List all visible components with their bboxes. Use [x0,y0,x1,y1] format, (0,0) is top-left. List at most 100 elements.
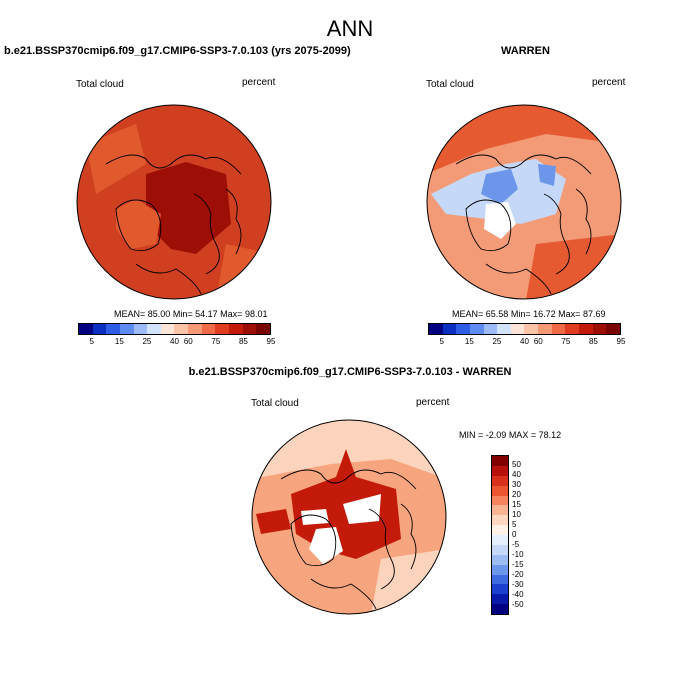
right-colorbar-tick-label: 85 [588,337,598,346]
left-max-value: 98.01 [244,309,268,319]
left-colorbar-swatch [188,324,202,334]
diff-colorbar-tick-label: -30 [512,580,524,589]
right-colorbar-swatch [429,324,443,334]
right-colorbar-swatch [497,324,511,334]
right-colorbar-swatch [592,324,607,334]
diff-colorbar-tick-label: -5 [512,540,520,549]
diff-colorbar-swatch [492,475,508,486]
left-colorbar-swatch [256,324,270,334]
right-colorbar-swatch [565,324,580,334]
right-map-region-blue2 [538,164,556,186]
left-mean-value: 85.00 [147,309,171,319]
diff-colorbar-swatch [492,604,508,614]
left-colorbar-swatch [174,324,189,334]
diff-colorbar-tick-label: -15 [512,560,524,569]
left-panel-title: b.e21.BSSP370cmip6.f09_g17.CMIP6-SSP3-7.… [4,45,351,57]
diff-min-value: -2.09 [485,430,507,440]
right-colorbar-tick-label: 15 [464,337,474,346]
diff-max-value: 78.12 [538,430,562,440]
left-stats: MEAN= 85.00 Min= 54.17 Max= 98.01 [114,309,267,319]
diff-colorbar-swatch [492,495,508,506]
diff-colorbar-tick-label: 5 [512,520,517,529]
diff-map-missing-1 [343,494,381,524]
left-colorbar-tick-label: 85 [238,337,248,346]
right-colorbar-ticks: 5 15 25 40 60 75 85 95 [428,337,626,349]
diff-map-region-dark2 [256,509,291,534]
right-polar-map [426,104,622,300]
right-colorbar-swatch [456,324,470,334]
left-colorbar-ticks: 5 15 25 40 60 75 85 95 [78,337,276,349]
left-colorbar-tick-label: 60 [183,337,193,346]
left-colorbar-swatch [119,324,134,334]
diff-colorbar-tick-label: -10 [512,550,524,559]
right-mean-label: MEAN= [452,309,484,319]
diff-colorbar [491,455,509,615]
right-units-label: percent [592,77,626,88]
diff-colorbar-tick-label: 20 [512,490,521,499]
right-colorbar-swatch [606,324,620,334]
diff-colorbar-tick-label: -50 [512,600,524,609]
left-polar-map [76,104,272,300]
diff-map-missing-3 [301,509,329,525]
left-mean-label: MEAN= [114,309,146,319]
diff-colorbar-swatch [492,564,508,575]
right-colorbar-tick-label: 95 [616,337,626,346]
right-min-value: 16.72 [533,309,556,319]
left-units-label: percent [242,77,276,88]
diff-colorbar-swatch [492,515,508,526]
right-panel-title: WARREN [501,45,550,57]
right-colorbar-swatch [551,324,566,334]
right-colorbar-tick-label: 75 [561,337,571,346]
right-colorbar-swatch [524,324,539,334]
right-map-region-dark2 [526,234,621,299]
right-colorbar-swatch [442,324,457,334]
right-coastlines [455,154,592,295]
diff-polar-map [251,419,447,615]
left-colorbar-swatch [92,324,107,334]
right-colorbar-tick-label: 5 [439,337,445,346]
diff-stats: MIN = -2.09 MAX = 78.12 [459,430,561,440]
diff-colorbar-tick-label: -40 [512,590,524,599]
diff-colorbar-swatch [492,594,508,605]
right-mean-value: 65.58 [485,309,509,319]
diff-map-region-pale2 [371,549,446,614]
diff-colorbar-swatch [492,465,508,476]
left-min-value: 54.17 [195,309,218,319]
left-colorbar-tick-label: 75 [211,337,221,346]
diff-panel-title: b.e21.BSSP370cmip6.f09_g17.CMIP6-SSP3-7.… [188,366,512,378]
left-colorbar-swatch [229,324,243,334]
right-colorbar-swatch [469,324,484,334]
diff-map-border [251,419,447,615]
left-colorbar-swatch [106,324,120,334]
diff-map-region-pale [252,420,446,479]
left-colorbar-swatch [147,324,161,334]
right-colorbar-tick-label: 60 [533,337,543,346]
diff-colorbar-ticks: 50 40 30 20 15 10 5 0 -5 -10 -15 -20 -30 -40 -50 [512,455,542,615]
right-max-label: Max= [558,309,581,319]
right-colorbar [428,323,621,335]
diff-colorbar-swatch [492,485,508,496]
diff-colorbar-swatch [492,584,508,595]
left-colorbar-swatch [79,324,93,334]
right-colorbar-swatch [483,324,498,334]
diff-colorbar-tick-label: 15 [512,500,521,509]
right-variable-label: Total cloud [426,79,474,90]
left-max-label: Max= [220,309,243,319]
figure-title: ANN [326,16,374,41]
diff-coastlines [280,469,417,610]
left-colorbar-swatch [215,324,230,334]
diff-colorbar-tick-label: 10 [512,510,521,519]
right-colorbar-tick-label: 40 [520,337,529,346]
right-map-region-blue [481,169,518,204]
diff-min-label: MIN = [459,430,484,440]
right-min-label: Min= [510,309,531,319]
diff-max-label: MAX = [508,430,537,440]
diff-colorbar-tick-label: -20 [512,570,524,579]
left-colorbar-tick-label: 5 [89,337,95,346]
diff-colorbar-swatch [492,544,508,555]
right-stats: MEAN= 65.58 Min= 16.72 Max= 87.69 [452,309,605,319]
left-coastlines [105,154,242,295]
right-colorbar-swatch [538,324,552,334]
diff-colorbar-swatch [492,505,508,516]
diff-units-label: percent [416,397,450,408]
